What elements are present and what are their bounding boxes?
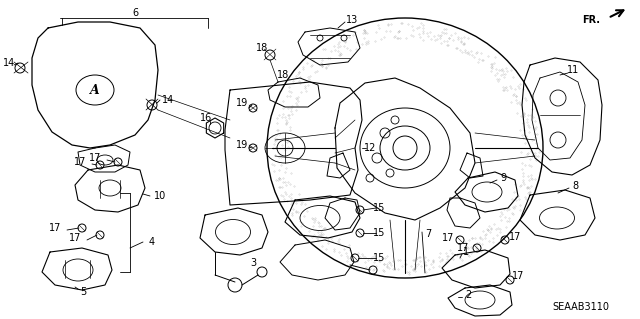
Text: 16: 16 [200, 113, 212, 123]
Text: 15: 15 [373, 253, 385, 263]
Text: 11: 11 [567, 65, 579, 75]
Text: 17: 17 [74, 157, 86, 167]
Text: 17: 17 [457, 243, 469, 253]
Text: 1: 1 [463, 247, 469, 257]
Text: 14: 14 [3, 58, 15, 68]
Text: 8: 8 [572, 181, 578, 191]
Text: 9: 9 [500, 173, 506, 183]
Text: SEAAB3110: SEAAB3110 [552, 302, 609, 312]
Text: A: A [90, 84, 100, 97]
Text: FR.: FR. [582, 15, 600, 25]
Text: 17: 17 [49, 223, 61, 233]
Text: 15: 15 [373, 228, 385, 238]
Text: 7: 7 [425, 229, 431, 239]
Text: 19: 19 [236, 140, 248, 150]
Text: 13: 13 [346, 15, 358, 25]
Text: 14: 14 [162, 95, 174, 105]
Text: 10: 10 [154, 191, 166, 201]
Text: 19: 19 [236, 98, 248, 108]
Text: 15: 15 [373, 203, 385, 213]
Text: 5: 5 [80, 287, 86, 297]
Text: 18: 18 [277, 70, 289, 80]
Text: 18: 18 [256, 43, 268, 53]
Text: 3: 3 [250, 258, 256, 268]
Text: 2: 2 [465, 290, 471, 300]
Text: 12: 12 [364, 143, 376, 153]
Text: 6: 6 [132, 8, 138, 18]
Text: 17: 17 [512, 271, 524, 281]
Text: 17: 17 [69, 233, 81, 243]
Text: 4: 4 [149, 237, 155, 247]
Text: 17: 17 [89, 153, 101, 163]
Text: 17: 17 [509, 232, 521, 242]
Text: 17: 17 [442, 233, 454, 243]
